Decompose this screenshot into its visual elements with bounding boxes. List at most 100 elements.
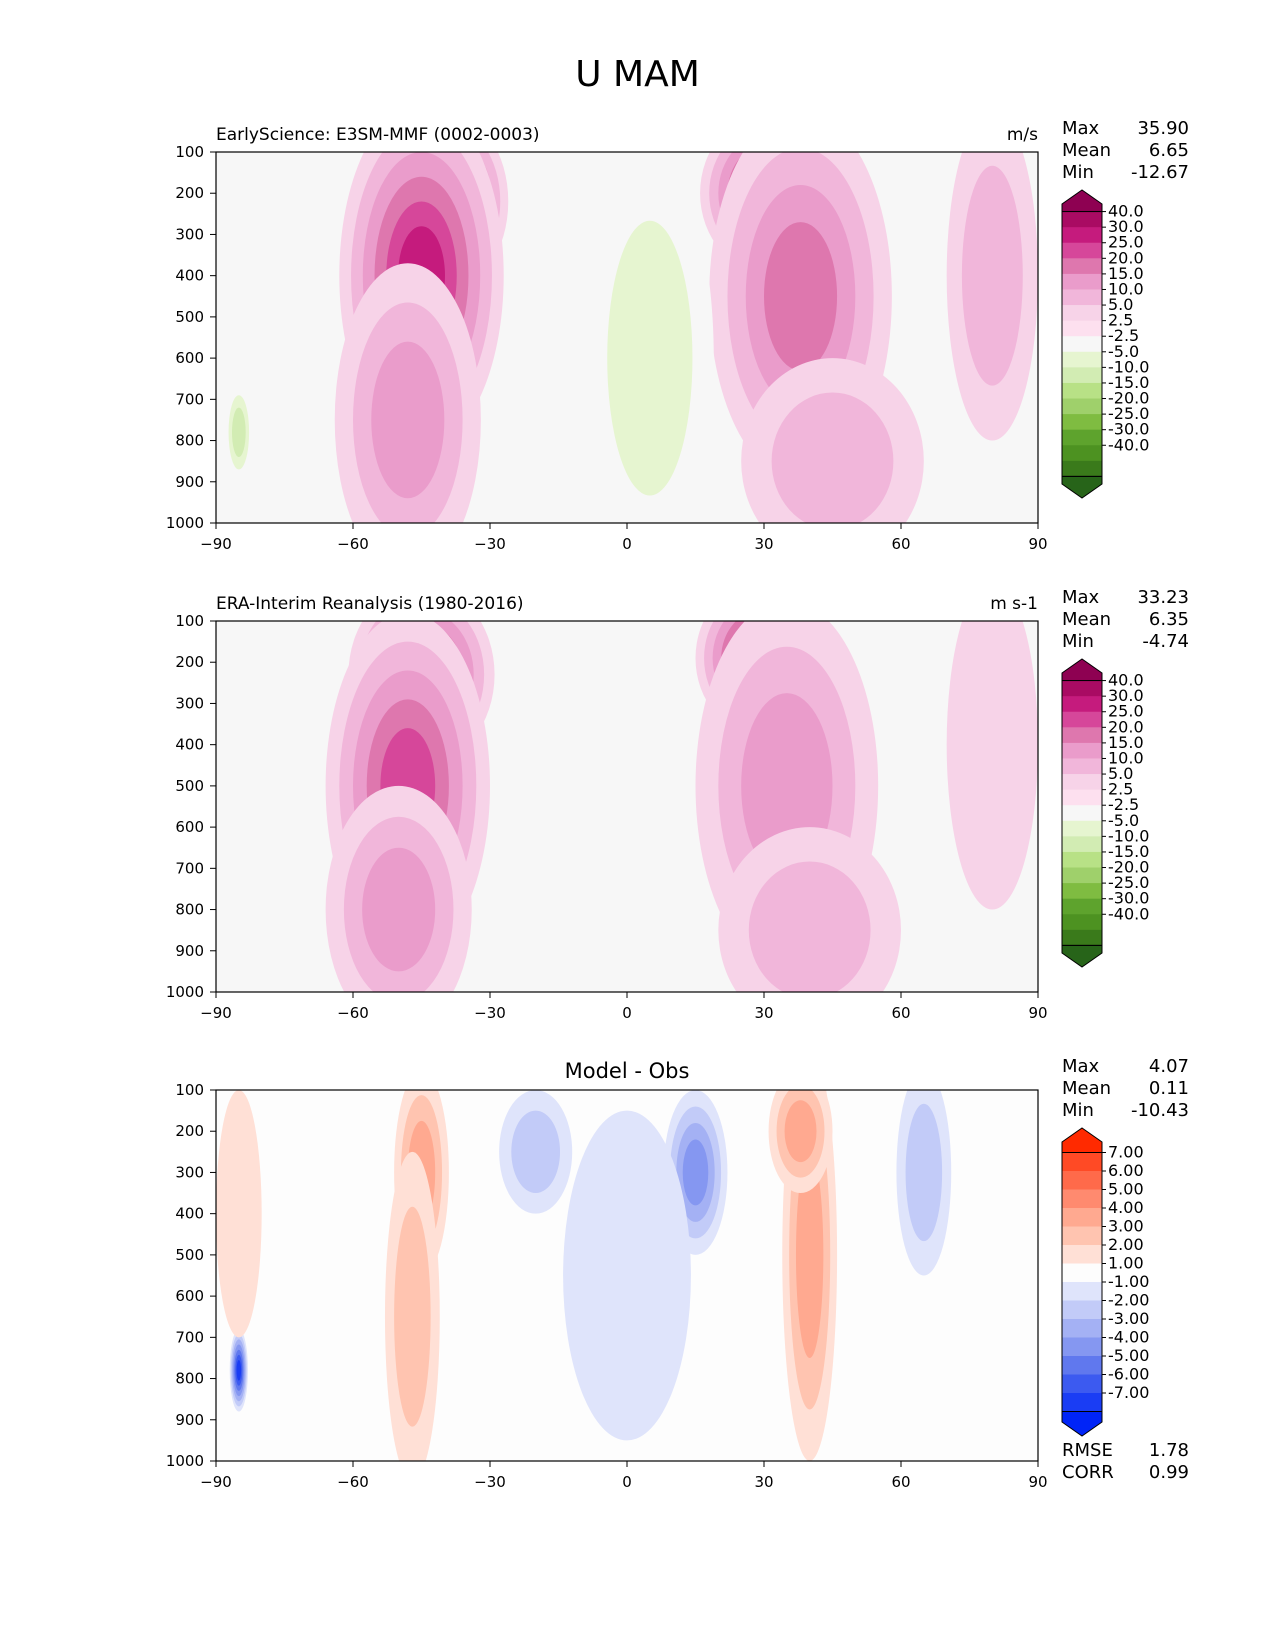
contour-level — [748, 861, 871, 992]
stat-value: 6.35 — [1149, 609, 1189, 630]
colorbar-swatch — [1062, 1208, 1102, 1227]
stat-label: Min — [1062, 162, 1094, 183]
colorbar-swatch — [1062, 398, 1102, 415]
colorbar-tick-label: -2.00 — [1108, 1291, 1149, 1310]
colorbar-swatch — [1062, 805, 1102, 822]
units-label: m s-1 — [990, 594, 1038, 614]
colorbar-swatch — [1062, 273, 1102, 290]
y-tick-label: 400 — [175, 736, 204, 754]
colorbar-swatch — [1062, 305, 1102, 322]
x-tick-label: −30 — [474, 535, 506, 553]
y-tick-label: 300 — [175, 225, 204, 243]
y-tick-label: 300 — [175, 1163, 204, 1181]
colorbar-tick-label: -30.0 — [1108, 420, 1149, 439]
contour-field — [325, 621, 1038, 992]
colorbar-swatch — [1062, 898, 1102, 915]
colorbar-swatch — [1061, 475, 1103, 499]
colorbar-swatch — [1062, 1189, 1102, 1209]
x-tick-label: 60 — [891, 535, 910, 553]
metric-value: 0.99 — [1149, 1462, 1189, 1483]
x-tick-label: −90 — [200, 1004, 232, 1022]
x-tick-label: −30 — [474, 1473, 506, 1491]
y-tick-label: 600 — [175, 349, 204, 367]
colorbar-tick-label: 30.0 — [1108, 217, 1144, 236]
contour-level — [371, 341, 445, 499]
contour-level — [362, 847, 436, 972]
colorbar-swatch — [1062, 382, 1102, 400]
colorbar-swatch — [1062, 1152, 1102, 1172]
colorbar-swatch — [1062, 851, 1102, 869]
colorbar-frame — [1061, 680, 1103, 946]
colorbar-tick-label: 2.00 — [1108, 1235, 1144, 1254]
stat-label: Mean — [1062, 140, 1111, 161]
contour-level — [682, 1139, 709, 1206]
colorbar-swatch — [1062, 1374, 1102, 1394]
colorbar-tick-label: 4.00 — [1108, 1198, 1144, 1217]
colorbar-swatch — [1062, 914, 1102, 931]
x-tick-label: −90 — [200, 1473, 232, 1491]
x-tick-label: 30 — [754, 535, 773, 553]
colorbar-tick-label: 5.00 — [1108, 1180, 1144, 1199]
contour-field — [216, 1090, 952, 1461]
colorbar-swatch — [1061, 944, 1103, 968]
colorbar-tick-label: 1.00 — [1108, 1254, 1144, 1273]
stat-label: Max — [1062, 1056, 1100, 1077]
panel-title: EarlyScience: E3SM-MMF (0002-0003) — [216, 125, 540, 145]
colorbar-tick-label: 2.5 — [1108, 311, 1133, 330]
colorbar-swatch — [1062, 367, 1102, 384]
contour-field — [225, 152, 1038, 523]
units-label: m/s — [1007, 125, 1038, 145]
colorbar-tick-label: 3.00 — [1108, 1217, 1144, 1236]
colorbar-swatch — [1062, 336, 1102, 353]
stat-label: Min — [1062, 631, 1094, 652]
colorbar-swatch — [1062, 1337, 1102, 1357]
contour-level — [216, 1090, 262, 1338]
contour-level — [946, 621, 1038, 910]
stat-value: -4.74 — [1142, 631, 1189, 652]
x-tick-label: 30 — [754, 1473, 773, 1491]
contour-level — [905, 1103, 943, 1242]
colorbar-tick-label: -6.00 — [1108, 1365, 1149, 1384]
colorbar-swatch — [1062, 774, 1102, 791]
colorbar-swatch — [1062, 727, 1102, 744]
x-tick-label: 0 — [622, 1473, 632, 1491]
metric-value: 1.78 — [1149, 1440, 1189, 1461]
stat-value: 35.90 — [1137, 118, 1189, 139]
colorbar-tick-label: 40.0 — [1108, 202, 1144, 221]
colorbar-tick-label: -7.00 — [1108, 1383, 1149, 1402]
stat-label: Max — [1062, 587, 1100, 608]
colorbar-swatch — [1061, 658, 1103, 682]
y-tick-label: 800 — [175, 1370, 204, 1388]
y-tick-label: 500 — [175, 1246, 204, 1264]
contour-level — [231, 407, 246, 458]
colorbar-tick-label: 10.0 — [1108, 748, 1144, 767]
colorbar-swatch — [1062, 742, 1102, 759]
colorbar-swatch — [1062, 1356, 1102, 1375]
colorbar-tick-label: -2.5 — [1108, 326, 1139, 345]
colorbar-swatch — [1062, 258, 1102, 275]
stat-label: Mean — [1062, 1078, 1111, 1099]
colorbar-swatch — [1062, 445, 1102, 462]
colorbar-swatch — [1061, 1127, 1103, 1153]
contour-level — [961, 165, 1023, 386]
colorbar-swatch — [1062, 711, 1102, 728]
x-tick-label: −60 — [337, 1004, 369, 1022]
colorbar-swatch — [1062, 696, 1102, 713]
colorbar-swatch — [1061, 1411, 1103, 1437]
colorbar-tick-label: -3.00 — [1108, 1309, 1149, 1328]
contour-level — [795, 1151, 824, 1358]
colorbar-swatch — [1062, 1282, 1102, 1301]
colorbar-tick-label: -5.0 — [1108, 342, 1139, 361]
contour-level — [563, 1110, 691, 1441]
colorbar-tick-label: -20.0 — [1108, 389, 1149, 408]
y-tick-label: 500 — [175, 308, 204, 326]
colorbar-tick-label: -40.0 — [1108, 904, 1149, 923]
colorbar-swatch — [1062, 320, 1102, 337]
y-tick-label: 700 — [175, 1328, 204, 1346]
colorbar-tick-label: 20.0 — [1108, 248, 1144, 267]
stat-value: -12.67 — [1131, 162, 1189, 183]
stat-value: 6.65 — [1149, 140, 1189, 161]
colorbar-tick-label: 10.0 — [1108, 279, 1144, 298]
